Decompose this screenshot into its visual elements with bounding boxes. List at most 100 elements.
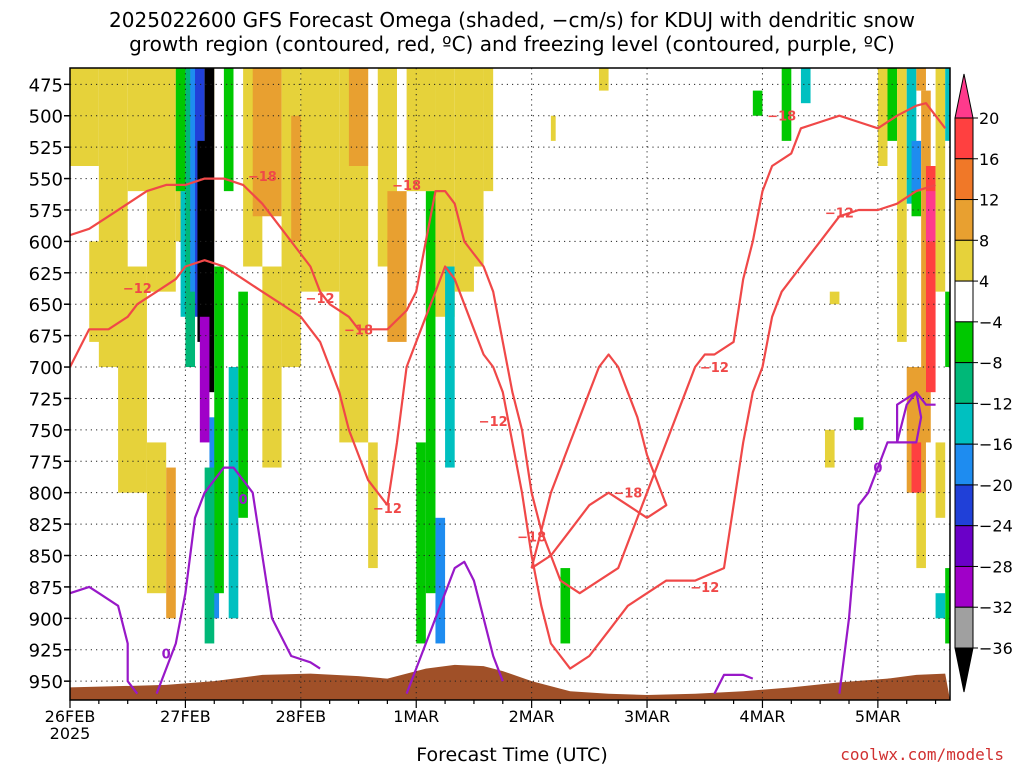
omega-cell bbox=[387, 191, 407, 342]
omega-cell bbox=[925, 166, 936, 393]
omega-cell bbox=[223, 68, 234, 192]
omega-cell bbox=[214, 266, 224, 594]
contour-label: 0 bbox=[239, 493, 248, 508]
colorbar-label: −20 bbox=[979, 476, 1013, 495]
y-tick-label: 675 bbox=[29, 327, 63, 348]
omega-cell bbox=[166, 467, 176, 619]
omega-cell bbox=[70, 68, 99, 167]
y-tick-label: 600 bbox=[29, 232, 63, 253]
freezing-contour-line bbox=[405, 560, 504, 695]
colorbar-label: 4 bbox=[979, 272, 989, 291]
x-tick-label: 4MAR bbox=[739, 707, 785, 726]
x-tick-label: 1MAR bbox=[393, 707, 439, 726]
y-tick-label: 650 bbox=[29, 295, 63, 316]
contour-label: −18 bbox=[248, 170, 277, 185]
omega-cell bbox=[829, 291, 840, 305]
dgz-contour-line bbox=[70, 102, 947, 595]
colorbar-swatch bbox=[954, 525, 974, 567]
contour-label: −12 bbox=[690, 581, 719, 596]
y-tick-label: 875 bbox=[29, 578, 63, 599]
omega-cell bbox=[824, 429, 835, 468]
y-tick-label: 725 bbox=[29, 389, 63, 410]
omega-cell bbox=[906, 68, 917, 204]
omega-cell bbox=[238, 291, 248, 518]
colorbar-swatch bbox=[954, 199, 974, 241]
omega-cell bbox=[925, 191, 936, 242]
omega-cell bbox=[935, 442, 946, 518]
colorbar-swatch bbox=[954, 239, 974, 282]
freezing-contour-line bbox=[713, 673, 754, 695]
omega-cell bbox=[911, 442, 922, 493]
dgz-temperature-contours: −18 −18 −18 −12 −12 −12 −18 −12 −12 −12 −12 −18 −18 bbox=[70, 102, 947, 670]
plot-frame bbox=[69, 67, 951, 701]
omega-cell bbox=[425, 191, 436, 594]
freezing-contour-line bbox=[838, 391, 936, 694]
chart-title-line-2: growth region (contoured, red, ºC) and f… bbox=[129, 32, 895, 56]
contour-label: −12 bbox=[825, 206, 854, 221]
omega-cell bbox=[945, 68, 950, 141]
colorbar-label: −32 bbox=[979, 598, 1013, 617]
freezing-contour-line bbox=[70, 585, 139, 695]
omega-cell bbox=[406, 68, 436, 192]
omega-cell bbox=[416, 442, 426, 644]
omega-cell bbox=[368, 442, 378, 569]
omega-cell bbox=[199, 316, 210, 443]
omega-cell bbox=[262, 266, 282, 468]
colorbar-swatch bbox=[954, 158, 974, 201]
omega-cell bbox=[752, 90, 763, 116]
omega-cell bbox=[916, 68, 926, 91]
omega-cell bbox=[473, 216, 484, 267]
x-tick-sublabel: 2025 bbox=[50, 724, 91, 743]
colorbar-label: 12 bbox=[979, 191, 999, 210]
x-axis-title: Forecast Time (UTC) bbox=[416, 744, 608, 766]
omega-cell bbox=[204, 467, 215, 644]
contour-label: −18 bbox=[517, 531, 546, 546]
omega-cell bbox=[252, 68, 282, 217]
omega-cell bbox=[598, 68, 609, 91]
omega-cell bbox=[146, 442, 167, 594]
x-tick-label: 26FEB bbox=[45, 707, 96, 726]
omega-cell bbox=[916, 492, 926, 569]
x-tick-label: 3MAR bbox=[624, 707, 670, 726]
colorbar-swatch bbox=[954, 484, 974, 527]
omega-cell bbox=[877, 68, 888, 167]
colorbar-label: −24 bbox=[979, 517, 1013, 536]
omega-cell bbox=[911, 191, 922, 217]
freezing-contour-line bbox=[895, 391, 923, 444]
y-tick-label: 475 bbox=[29, 75, 63, 96]
colorbar-swatch bbox=[954, 362, 974, 404]
colorbar-swatch bbox=[954, 565, 974, 608]
omega-cell bbox=[300, 68, 340, 292]
omega-cell bbox=[348, 68, 369, 167]
colorbar-label: 16 bbox=[979, 150, 999, 169]
chart-title-line-1: 2025022600 GFS Forecast Omega (shaded, −… bbox=[109, 8, 915, 32]
terrain-layer bbox=[70, 664, 950, 700]
omega-cell bbox=[897, 68, 907, 342]
colorbar-label: −8 bbox=[979, 354, 1003, 373]
contour-label: 0 bbox=[873, 462, 882, 477]
colorbar-swatch bbox=[954, 117, 974, 160]
omega-cell bbox=[146, 68, 176, 292]
colorbar-label: −28 bbox=[979, 557, 1013, 576]
freezing-level-contours: 0 0 0 bbox=[70, 391, 936, 695]
omega-cell bbox=[911, 140, 922, 192]
omega-cell bbox=[935, 593, 946, 619]
freezing-contour-line bbox=[155, 466, 321, 695]
colorbar: 20 16 12 8 4 −4 −8 −12 −16 −20 −24 −28 −32 −36 bbox=[954, 73, 1013, 693]
omega-cell bbox=[853, 417, 864, 430]
x-tick-label: 27FEB bbox=[160, 707, 211, 726]
x-tick-label: 5MAR bbox=[855, 707, 901, 726]
x-tick-label: 28FEB bbox=[275, 707, 326, 726]
colorbar-bottom-arrow bbox=[954, 647, 974, 693]
contour-label: −12 bbox=[373, 502, 402, 517]
y-tick-label: 775 bbox=[29, 452, 63, 473]
colorbar-swatch bbox=[954, 321, 974, 364]
y-tick-label: 625 bbox=[29, 264, 63, 285]
y-tick-label: 500 bbox=[29, 107, 63, 128]
y-tick-label: 800 bbox=[29, 484, 63, 505]
omega-cell bbox=[945, 291, 950, 368]
contour-label: −12 bbox=[306, 292, 335, 307]
y-tick-label: 850 bbox=[29, 547, 63, 568]
contour-label: −18 bbox=[767, 110, 796, 125]
y-axis: 475 500 525 550 575 600 625 650 675 700 725 750 775 8… bbox=[29, 75, 70, 693]
